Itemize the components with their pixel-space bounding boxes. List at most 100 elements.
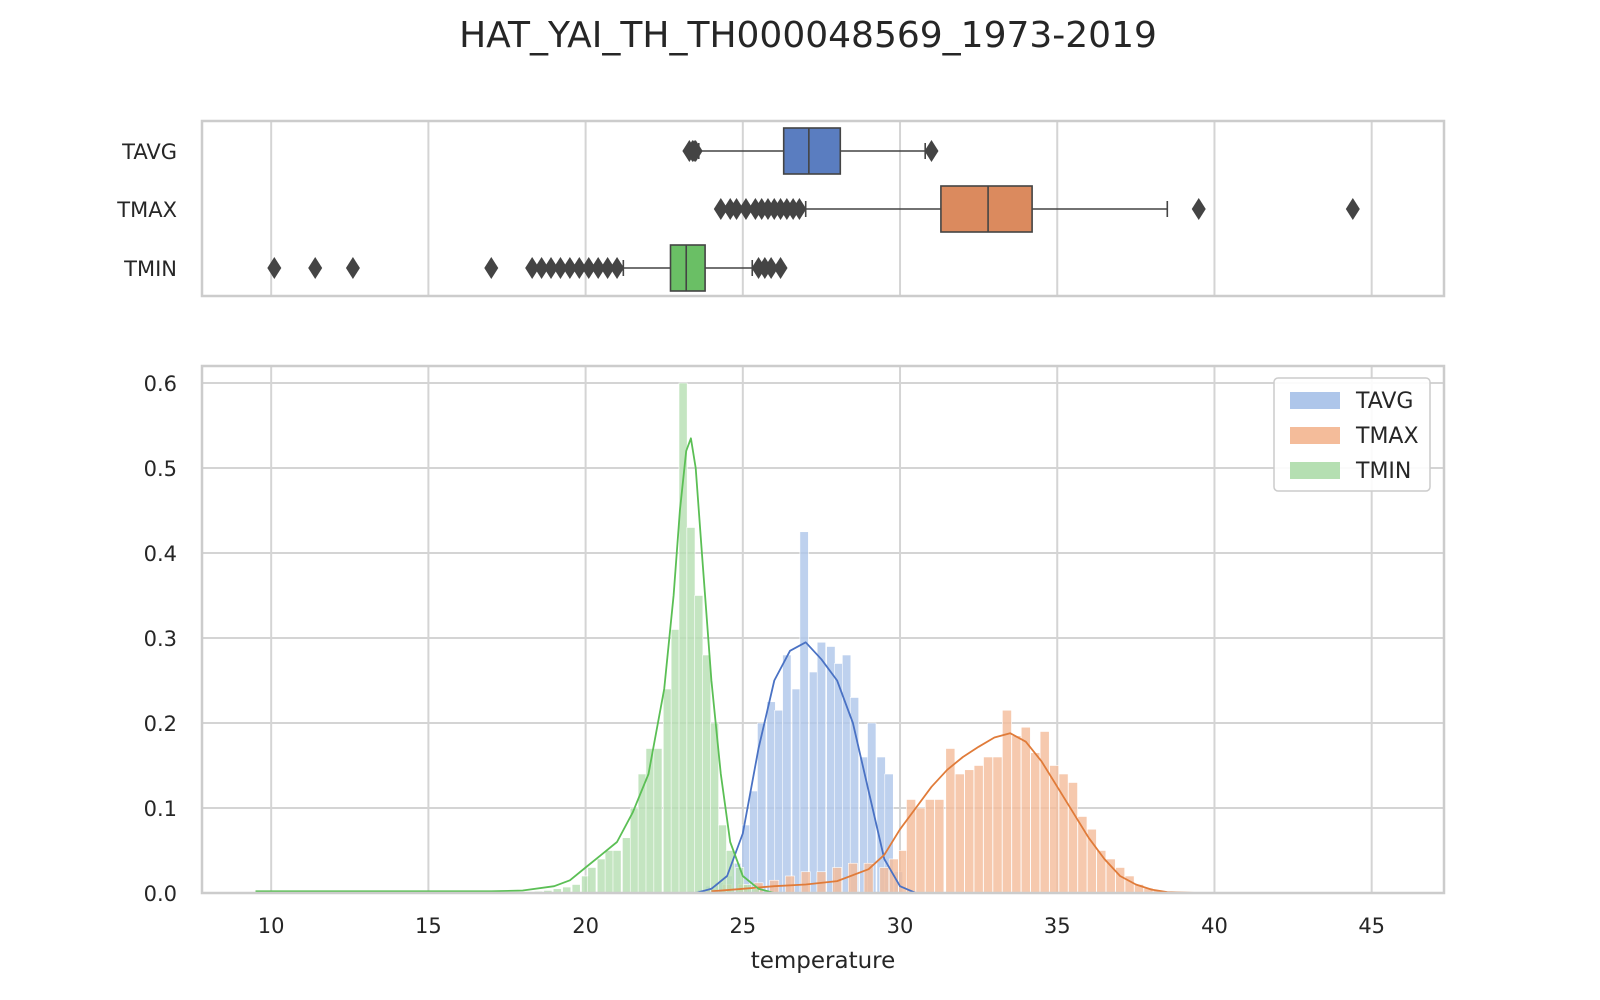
- x-tick-label: 15: [415, 914, 442, 938]
- legend-swatch: [1290, 427, 1340, 444]
- x-tick-label: 20: [572, 914, 599, 938]
- boxplot-marks: [267, 127, 1360, 292]
- y-tick-label: 0.6: [144, 372, 177, 396]
- histogram-bar: [954, 773, 965, 894]
- outlier-marker: [1345, 198, 1360, 220]
- outlier-marker: [713, 198, 728, 220]
- legend-label: TMAX: [1355, 424, 1419, 449]
- histogram-bar: [816, 641, 826, 894]
- histogram-bar: [934, 799, 945, 894]
- y-tick-label: 0.1: [144, 797, 177, 821]
- outlier-marker: [581, 257, 596, 279]
- histogram-bar: [992, 756, 1003, 894]
- boxplot-category-label: TMIN: [123, 257, 177, 281]
- legend-swatch: [1290, 392, 1340, 409]
- histogram-bar: [571, 884, 581, 894]
- kde-line: [695, 641, 917, 894]
- y-tick-labels: 0.0 0.1 0.2 0.3 0.4 0.5 0.6: [144, 372, 177, 906]
- histogram-bar: [925, 799, 935, 894]
- box-iqr: [782, 127, 842, 175]
- outlier-marker: [729, 198, 744, 220]
- box-iqr: [940, 185, 1033, 233]
- outlier-marker: [525, 257, 540, 279]
- histogram-bar: [834, 663, 844, 894]
- y-tick-label: 0.3: [144, 627, 177, 651]
- histogram-bar: [863, 862, 874, 894]
- distribution-border: [200, 364, 1446, 895]
- outlier-marker: [591, 257, 606, 279]
- outlier-marker: [534, 257, 549, 279]
- histogram-bar: [702, 654, 712, 894]
- kde-curves: [255, 437, 1199, 894]
- x-tick-labels: 10 15 20 25 30 35 40 45: [258, 914, 1385, 938]
- outlier-marker: [600, 257, 615, 279]
- boxplot-category-labels: TAVG TMAX TMIN: [116, 140, 177, 281]
- histogram-bar: [1068, 782, 1078, 894]
- histogram-bar: [1039, 731, 1050, 894]
- histogram-bar: [1049, 765, 1059, 894]
- histogram-bar: [670, 629, 680, 894]
- histogram-bar: [842, 654, 852, 894]
- histogram-bar: [800, 871, 811, 894]
- histogram-bar: [596, 858, 606, 894]
- histogram-bar: [686, 527, 696, 894]
- histogram-bar: [826, 646, 836, 894]
- outlier-marker: [308, 257, 323, 279]
- histogram-bar: [983, 756, 993, 894]
- histogram-bar: [973, 765, 984, 894]
- histogram-bar: [662, 688, 672, 894]
- histogram-bar: [766, 701, 776, 894]
- histogram-bar: [612, 850, 622, 894]
- histogram-bar: [782, 654, 792, 894]
- legend-label: TMIN: [1355, 459, 1411, 484]
- x-tick-label: 35: [1044, 914, 1071, 938]
- y-tick-label: 0.5: [144, 457, 177, 481]
- histogram-bar: [809, 671, 819, 894]
- outlier-marker: [764, 257, 779, 279]
- outlier-marker: [572, 257, 587, 279]
- histogram-bar: [694, 595, 704, 894]
- kde-line: [255, 437, 775, 894]
- histogram-bar: [964, 769, 975, 894]
- outlier-marker: [553, 257, 568, 279]
- histogram-bar: [915, 807, 926, 894]
- box-iqr: [669, 244, 706, 292]
- histogram-bar: [1002, 709, 1012, 894]
- outlier-marker: [267, 257, 282, 279]
- histogram-bar: [749, 790, 759, 894]
- outlier-marker: [544, 257, 559, 279]
- histogram-bar: [629, 807, 639, 894]
- outlier-marker: [924, 140, 939, 162]
- outlier-marker: [792, 198, 807, 220]
- histogram-bar: [848, 862, 858, 894]
- boxplot-category-label: TAVG: [121, 140, 177, 164]
- histogram-bar: [653, 748, 663, 894]
- histogram-bar: [791, 688, 801, 894]
- legend: TAVG TMAX TMIN: [1273, 377, 1431, 492]
- histogram-bar: [587, 867, 597, 894]
- boxplot-panel: TAVG TMAX TMIN: [116, 119, 1446, 298]
- outlier-marker: [688, 140, 703, 162]
- legend-swatch: [1290, 462, 1340, 479]
- chart-title: HAT_YAI_TH_TH000048569_1973-2019: [459, 15, 1157, 56]
- histogram-bar: [799, 531, 809, 894]
- x-tick-label: 10: [258, 914, 285, 938]
- outlier-marker: [773, 257, 788, 279]
- histogram-bar: [1030, 752, 1041, 894]
- y-tick-label: 0.2: [144, 712, 177, 736]
- histogram-bar: [1096, 850, 1107, 894]
- boxplot-category-label: TMAX: [116, 198, 177, 222]
- histogram-bar: [1011, 735, 1022, 894]
- x-tick-label: 30: [887, 914, 914, 938]
- outlier-marker: [484, 257, 499, 279]
- outlier-marker: [562, 257, 577, 279]
- outlier-marker: [738, 198, 753, 220]
- outlier-marker: [345, 257, 360, 279]
- histogram-bar: [879, 867, 890, 894]
- histogram-bar: [725, 850, 735, 894]
- histogram-bar: [622, 837, 631, 894]
- histogram-bar: [604, 850, 614, 894]
- histogram-bar: [774, 709, 784, 894]
- legend-label: TAVG: [1355, 389, 1413, 414]
